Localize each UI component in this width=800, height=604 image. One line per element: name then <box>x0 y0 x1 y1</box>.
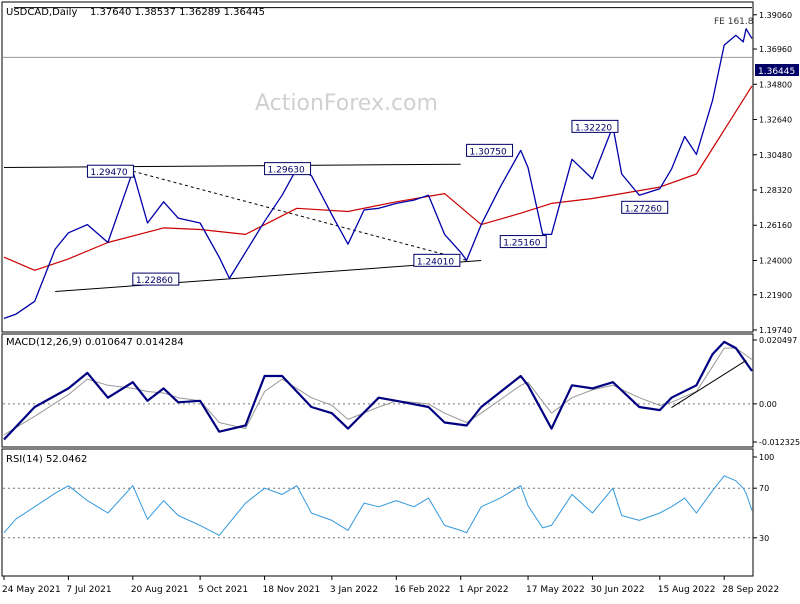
price-annotation-box <box>86 164 134 178</box>
price-y-tick-label: 1.24000 <box>759 256 792 265</box>
price-annotation-label: 1.29630 <box>268 166 305 176</box>
rsi-y-tick-label: 70 <box>759 484 769 493</box>
price-annotation-label: 1.25160 <box>503 239 540 249</box>
price-trendline <box>3 163 461 168</box>
price-y-tick-label: 1.19740 <box>759 326 792 335</box>
price-y-tick-label: 1.39060 <box>759 11 792 20</box>
price-y-tick-label: 1.30480 <box>759 151 792 160</box>
price-annotation-box <box>499 235 547 249</box>
price-trendline <box>55 259 482 292</box>
x-tick-label: 20 Aug 2021 <box>131 585 189 595</box>
price-trendline <box>132 170 467 261</box>
x-tick-label: 24 May 2021 <box>2 585 61 595</box>
macd-y-tick-label: 0.020497 <box>759 336 797 345</box>
macd-line <box>3 340 753 441</box>
macd-title: MACD(12,26,9) 0.010647 0.014284 <box>6 337 184 348</box>
price-annotation-label: 1.27260 <box>625 204 662 214</box>
price-annotation-box <box>132 272 180 286</box>
rsi-y-tick-label: 100 <box>759 453 774 462</box>
current-price-badge <box>755 64 799 76</box>
x-tick-label: 17 May 2022 <box>526 585 585 595</box>
ohlc-values: 1.37640 1.38537 1.36289 1.36445 <box>90 7 265 18</box>
price-panel-frame <box>1 1 754 333</box>
x-tick-label: 3 Jan 2022 <box>330 585 378 595</box>
price-y-tick-label: 1.34800 <box>759 80 792 89</box>
annotation-layer: 1.29470 1.29630 1.30750 1.32220 1.27260 1.251… <box>86 119 669 286</box>
price-annotation-label: 1.24010 <box>417 257 454 267</box>
price-y-tick-label: 1.36960 <box>759 45 792 54</box>
x-tick-label: 7 Jul 2021 <box>66 585 111 595</box>
price-layer <box>3 7 753 320</box>
price-y-tick-label: 1.28320 <box>759 186 792 195</box>
macd-layer <box>3 340 753 441</box>
rsi-title: RSI(14) 52.0462 <box>6 454 87 465</box>
price-annotation-box <box>413 253 461 267</box>
macd-trendline <box>671 360 747 409</box>
x-tick-label: 28 Sep 2022 <box>722 585 779 595</box>
fe-label: FE 161.8 <box>714 17 754 27</box>
price-line <box>3 28 753 320</box>
x-tick-label: 1 Apr 2022 <box>459 585 509 595</box>
price-annotation-box <box>621 200 669 214</box>
rsi-layer <box>3 475 753 539</box>
macd-y-tick-label: 0.00 <box>759 400 777 409</box>
x-tick-label: 18 Nov 2021 <box>263 585 321 595</box>
price-annotation-label: 1.32220 <box>575 123 612 133</box>
x-tick-label: 30 Jun 2022 <box>590 585 644 595</box>
symbol-title: USDCAD,Daily <box>6 7 77 18</box>
x-tick-label: 16 Feb 2022 <box>394 585 450 595</box>
x-tick-label: 15 Aug 2022 <box>658 585 716 595</box>
price-y-tick-label: 1.32640 <box>759 116 792 125</box>
rsi-panel-frame <box>1 448 754 577</box>
x-tick-label: 5 Oct 2021 <box>198 585 248 595</box>
price-annotation-box <box>466 143 514 157</box>
price-y-tick-label: 1.26160 <box>759 221 792 230</box>
rsi-line <box>3 475 753 536</box>
price-annotation-label: 1.30750 <box>470 147 507 157</box>
price-annotation-box <box>571 119 619 133</box>
macd-panel-frame <box>1 333 754 448</box>
price-annotation-box <box>264 162 312 176</box>
axis-layer: 1.39060 1.36960 1.34800 1.32640 1.30480 1.283… <box>2 11 800 595</box>
price-y-tick-label: 1.21900 <box>759 291 792 300</box>
macd-y-tick-label: -0.012325 <box>759 438 800 447</box>
price-annotation-label: 1.22860 <box>136 276 173 286</box>
price-annotation-label: 1.29470 <box>90 168 127 178</box>
current-price-label: 1.36445 <box>758 67 795 77</box>
rsi-y-tick-label: 30 <box>759 534 769 543</box>
watermark: ActionForex.com <box>255 91 438 116</box>
